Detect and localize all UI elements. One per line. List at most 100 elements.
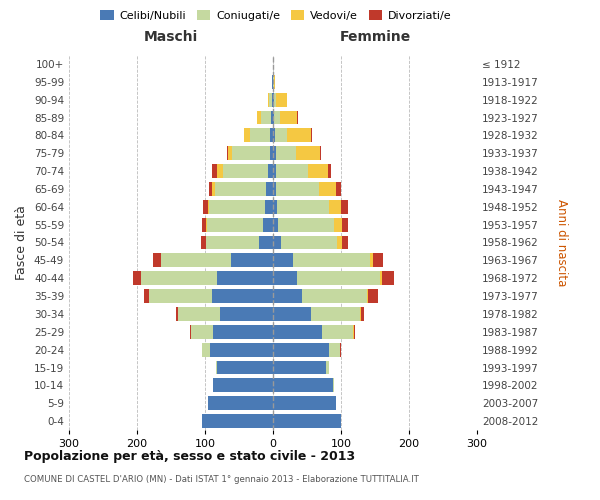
Bar: [311, 307, 360, 321]
Bar: [311, 128, 313, 142]
Bar: [343, 236, 348, 250]
Bar: [277, 200, 329, 214]
Bar: [133, 271, 141, 285]
Bar: [274, 75, 275, 89]
Bar: [287, 128, 311, 142]
Bar: [272, 75, 273, 89]
Bar: [274, 92, 277, 106]
Bar: [273, 342, 329, 356]
Bar: [273, 289, 302, 303]
Bar: [213, 325, 273, 339]
Bar: [213, 378, 273, 392]
Bar: [273, 236, 281, 250]
Bar: [231, 254, 273, 268]
Bar: [201, 236, 206, 250]
Bar: [206, 236, 259, 250]
Text: COMUNE DI CASTEL D'ARIO (MN) - Dati ISTAT 1° gennaio 2013 - Elaborazione TUTTITA: COMUNE DI CASTEL D'ARIO (MN) - Dati ISTA…: [24, 475, 419, 484]
Bar: [178, 307, 220, 321]
Text: Popolazione per età, sesso e stato civile - 2013: Popolazione per età, sesso e stato civil…: [24, 450, 355, 463]
Bar: [276, 146, 296, 160]
Bar: [333, 378, 334, 392]
Bar: [202, 218, 206, 232]
Bar: [203, 200, 208, 214]
Bar: [141, 271, 217, 285]
Bar: [308, 164, 328, 178]
Bar: [212, 289, 273, 303]
Bar: [202, 414, 273, 428]
Bar: [278, 218, 334, 232]
Bar: [250, 128, 270, 142]
Bar: [273, 182, 277, 196]
Bar: [275, 128, 287, 142]
Bar: [273, 92, 274, 106]
Bar: [277, 92, 287, 106]
Bar: [273, 360, 326, 374]
Legend: Celibi/Nubili, Coniugati/e, Vedovi/e, Divorziati/e: Celibi/Nubili, Coniugati/e, Vedovi/e, Di…: [96, 6, 456, 25]
Bar: [272, 92, 273, 106]
Bar: [322, 325, 353, 339]
Bar: [191, 325, 213, 339]
Bar: [190, 325, 191, 339]
Bar: [273, 218, 278, 232]
Bar: [340, 342, 341, 356]
Bar: [228, 146, 232, 160]
Bar: [270, 128, 273, 142]
Bar: [320, 146, 321, 160]
Bar: [149, 289, 212, 303]
Bar: [215, 182, 266, 196]
Text: Maschi: Maschi: [144, 30, 198, 44]
Bar: [209, 182, 212, 196]
Bar: [273, 325, 322, 339]
Bar: [154, 254, 161, 268]
Bar: [212, 164, 217, 178]
Bar: [273, 414, 341, 428]
Text: Femmine: Femmine: [340, 30, 410, 44]
Bar: [274, 110, 280, 124]
Bar: [326, 360, 329, 374]
Bar: [207, 218, 263, 232]
Bar: [257, 110, 261, 124]
Bar: [273, 254, 293, 268]
Bar: [208, 396, 273, 410]
Bar: [273, 75, 274, 89]
Bar: [271, 110, 273, 124]
Bar: [273, 307, 311, 321]
Bar: [353, 325, 354, 339]
Bar: [277, 164, 308, 178]
Bar: [296, 146, 320, 160]
Bar: [368, 289, 379, 303]
Bar: [266, 182, 273, 196]
Bar: [263, 218, 273, 232]
Bar: [281, 236, 337, 250]
Bar: [328, 164, 331, 178]
Bar: [367, 289, 368, 303]
Bar: [343, 218, 348, 232]
Bar: [329, 342, 340, 356]
Bar: [202, 342, 211, 356]
Bar: [319, 182, 335, 196]
Bar: [341, 200, 348, 214]
Bar: [273, 164, 277, 178]
Bar: [273, 396, 335, 410]
Bar: [273, 110, 274, 124]
Bar: [373, 254, 383, 268]
Bar: [144, 289, 149, 303]
Bar: [217, 360, 273, 374]
Bar: [232, 146, 269, 160]
Bar: [161, 254, 231, 268]
Bar: [244, 128, 250, 142]
Bar: [354, 325, 355, 339]
Bar: [268, 92, 269, 106]
Bar: [273, 378, 333, 392]
Bar: [261, 110, 271, 124]
Bar: [216, 360, 217, 374]
Bar: [211, 342, 273, 356]
Y-axis label: Anni di nascita: Anni di nascita: [555, 199, 568, 286]
Bar: [209, 200, 265, 214]
Bar: [269, 92, 272, 106]
Bar: [293, 254, 370, 268]
Bar: [360, 307, 361, 321]
Bar: [268, 164, 273, 178]
Bar: [277, 182, 319, 196]
Bar: [208, 200, 209, 214]
